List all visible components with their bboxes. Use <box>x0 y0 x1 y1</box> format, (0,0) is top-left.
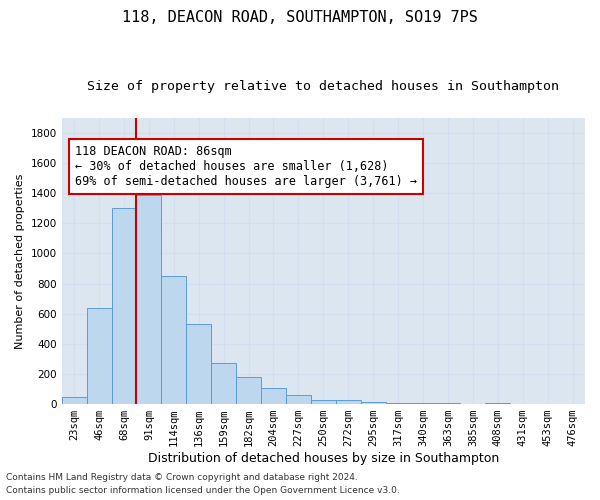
Text: 118 DEACON ROAD: 86sqm
← 30% of detached houses are smaller (1,628)
69% of semi-: 118 DEACON ROAD: 86sqm ← 30% of detached… <box>76 145 418 188</box>
Text: 118, DEACON ROAD, SOUTHAMPTON, SO19 7PS: 118, DEACON ROAD, SOUTHAMPTON, SO19 7PS <box>122 10 478 25</box>
Bar <box>336 400 361 404</box>
Title: Size of property relative to detached houses in Southampton: Size of property relative to detached ho… <box>88 80 559 93</box>
Bar <box>186 324 211 404</box>
Bar <box>286 395 311 404</box>
Y-axis label: Number of detached properties: Number of detached properties <box>15 173 25 348</box>
Bar <box>136 194 161 404</box>
Bar <box>361 402 386 404</box>
Bar <box>62 396 86 404</box>
Bar <box>236 377 261 404</box>
Bar <box>86 308 112 404</box>
Bar <box>112 208 136 404</box>
Text: Contains HM Land Registry data © Crown copyright and database right 2024.
Contai: Contains HM Land Registry data © Crown c… <box>6 474 400 495</box>
Bar <box>311 400 336 404</box>
Bar <box>261 388 286 404</box>
X-axis label: Distribution of detached houses by size in Southampton: Distribution of detached houses by size … <box>148 452 499 465</box>
Bar <box>386 402 410 404</box>
Bar <box>211 364 236 404</box>
Bar <box>161 276 186 404</box>
